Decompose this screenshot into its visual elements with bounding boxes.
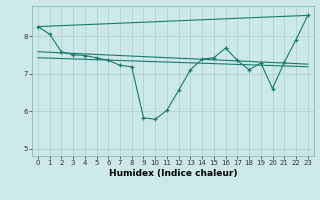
X-axis label: Humidex (Indice chaleur): Humidex (Indice chaleur) — [108, 169, 237, 178]
